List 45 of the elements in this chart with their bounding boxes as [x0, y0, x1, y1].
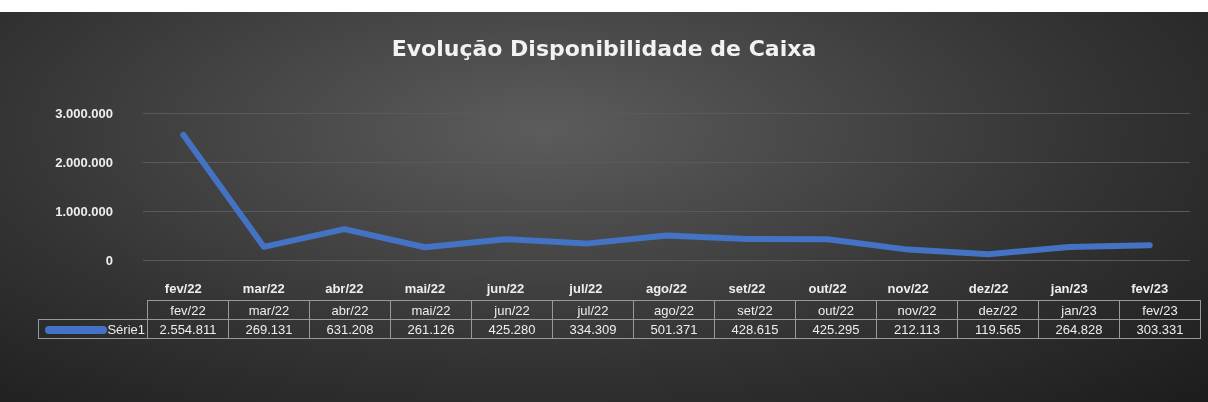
category-label: jun/22: [494, 302, 530, 318]
x-tick-label: abr/22: [325, 281, 364, 296]
category-label: fev/22: [170, 302, 206, 318]
x-tick-label: jun/22: [485, 281, 525, 296]
x-tick-label: dez/22: [968, 281, 1009, 296]
data-label: 2.554.811: [147, 319, 229, 339]
x-tick-label: nov/22: [887, 281, 929, 296]
x-tick-label: jan/23: [1049, 281, 1088, 296]
x-tick-label: set/22: [728, 281, 766, 296]
x-tick-label: mar/22: [242, 281, 285, 296]
data-label: 425.280: [471, 319, 553, 339]
category-label: mar/22: [248, 302, 290, 318]
category-label: set/22: [737, 302, 773, 318]
data-label: 261.126: [390, 319, 472, 339]
data-label: 334.309: [552, 319, 634, 339]
data-label: 428.615: [714, 319, 796, 339]
category-label: fev/23: [1142, 302, 1178, 318]
category-label: abr/22: [331, 302, 369, 318]
data-label: 501.371: [633, 319, 715, 339]
data-label: 264.828: [1038, 319, 1120, 339]
x-tick-label: fev/22: [164, 281, 202, 296]
y-tick-label: 2.000.000: [55, 154, 113, 170]
legend-label: Série1: [107, 321, 145, 337]
chart-title: Evolução Disponibilidade de Caixa: [391, 35, 817, 61]
data-label: 631.208: [309, 319, 391, 339]
y-tick-label: 0: [105, 252, 113, 268]
category-label: dez/22: [978, 302, 1018, 318]
data-label: 269.131: [228, 319, 310, 339]
x-tick-label: mai/22: [404, 281, 446, 296]
category-label: jan/23: [1061, 302, 1097, 318]
y-tick-label: 1.000.000: [55, 203, 113, 219]
y-tick-label: 3.000.000: [55, 105, 113, 121]
category-label: out/22: [817, 302, 855, 318]
category-label: nov/22: [897, 302, 937, 318]
x-tick-label: fev/23: [1131, 281, 1169, 296]
x-tick-label: ago/22: [645, 281, 688, 296]
data-label: 119.565: [957, 319, 1039, 339]
category-label: mai/22: [411, 302, 451, 318]
data-label: 303.331: [1119, 319, 1201, 339]
data-label: 212.113: [876, 319, 958, 339]
x-tick-label: out/22: [808, 281, 847, 296]
x-tick-label: jul/22: [568, 281, 603, 296]
category-label: ago/22: [654, 302, 694, 318]
data-label: 425.295: [795, 319, 877, 339]
category-label: jul/22: [577, 302, 609, 318]
